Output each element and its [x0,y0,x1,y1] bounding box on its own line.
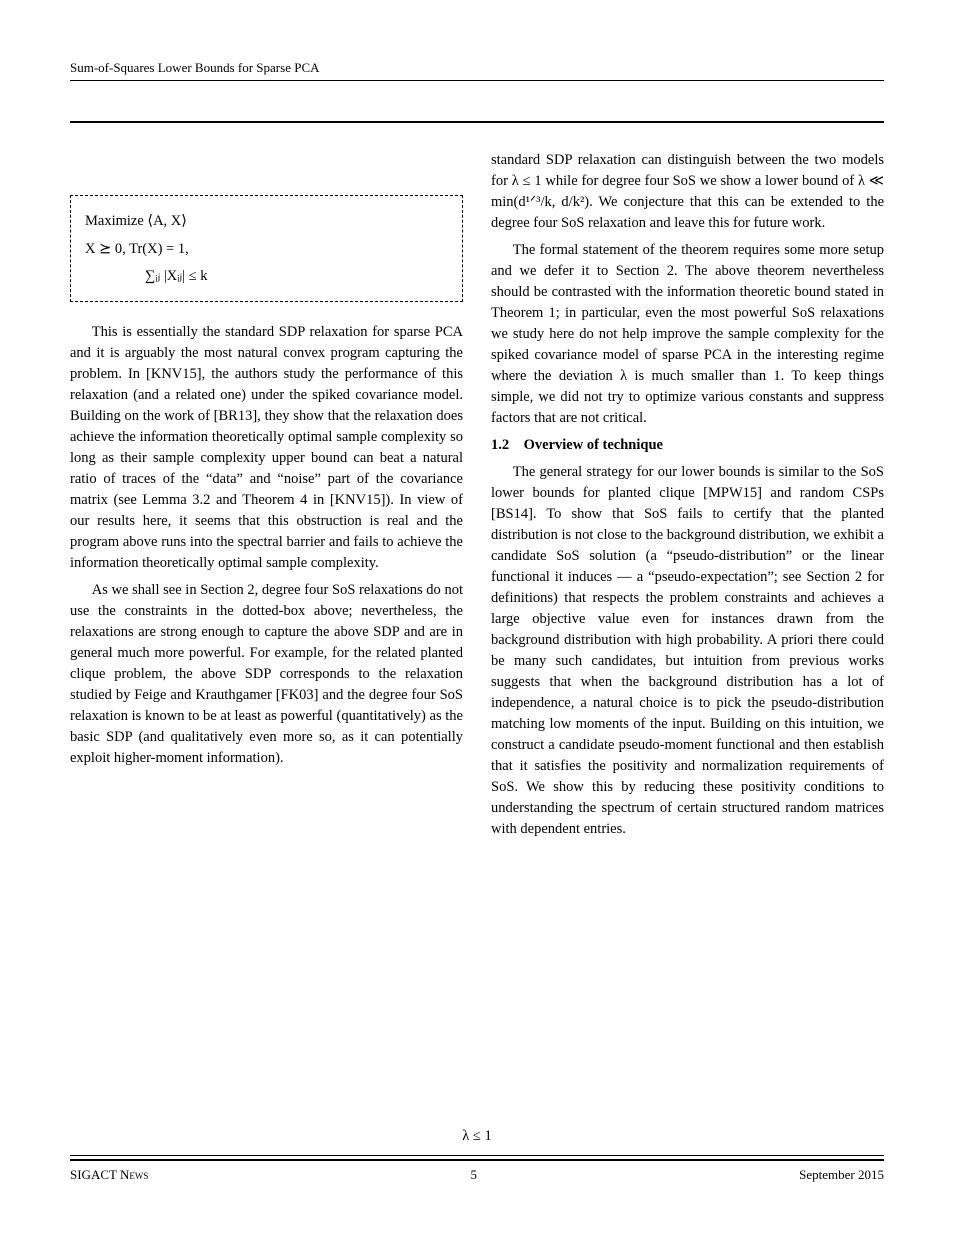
section-title: Overview of technique [524,437,663,453]
running-title: Sum-of-Squares Lower Bounds for Sparse P… [70,60,884,76]
footer-center-prefix: λ [462,1128,473,1144]
header-rule-gap [70,81,884,121]
right-paragraph-3: The general strategy for our lower bound… [491,462,884,840]
document-page: Sum-of-Squares Lower Bounds for Sparse P… [0,0,954,1235]
succeq-icon: ⪰ [99,241,111,257]
footer-left: SIGACT News [70,1167,148,1183]
right-paragraph-1: standard SDP relaxation can distinguish … [491,150,884,234]
footer-text-row: SIGACT News 5 September 2015 [70,1167,884,1183]
left-paragraph-2: As we shall see in Section 2, degree fou… [70,580,463,769]
section-header: 1.2 Overview of technique [491,435,884,456]
lp-objective: Maximize ⟨A, X⟩ [85,208,448,236]
footer-center-rest: 1 [481,1128,492,1144]
leq-icon: ≤ [473,1128,481,1144]
lp-formulation-box: Maximize ⟨A, X⟩ X ⪰ 0, Tr(X) = 1, ∑ᵢⱼ |X… [70,195,463,302]
header-rule-thick [70,121,884,123]
section-number: 1.2 [491,437,509,453]
footer-right: September 2015 [799,1167,884,1183]
page-header: Sum-of-Squares Lower Bounds for Sparse P… [70,60,884,120]
leq-icon: ≤ [523,173,531,189]
lp-constraint-psd: X ⪰ 0, Tr(X) = 1, [85,236,448,264]
leq-icon: ≤ [189,268,197,284]
right-column: standard SDP relaxation can distinguish … [491,150,884,847]
lp-constraint-psd-lhs: X [85,241,99,257]
footer-rule-thick [70,1159,884,1161]
right-p1-rest: 1 while for degree four SoS we show a lo… [491,173,884,231]
page-footer: λ ≤ 1 SIGACT News 5 September 2015 [70,1128,884,1183]
lp-constraint-l1-lhs: ∑ᵢⱼ |Xᵢⱼ| [145,268,189,284]
left-column: Maximize ⟨A, X⟩ X ⪰ 0, Tr(X) = 1, ∑ᵢⱼ |X… [70,150,463,847]
lp-constraint-l1: ∑ᵢⱼ |Xᵢⱼ| ≤ k [85,263,448,291]
footer-center-math: λ ≤ 1 [70,1128,884,1145]
lp-constraint-l1-rhs: k [197,268,208,284]
left-paragraph-1: This is essentially the standard SDP rel… [70,322,463,574]
right-paragraph-2: The formal statement of the theorem requ… [491,240,884,429]
two-column-body: Maximize ⟨A, X⟩ X ⪰ 0, Tr(X) = 1, ∑ᵢⱼ |X… [70,150,884,847]
footer-page-number: 5 [471,1167,478,1183]
lp-constraint-psd-rhs: 0, Tr(X) = 1, [111,241,188,257]
